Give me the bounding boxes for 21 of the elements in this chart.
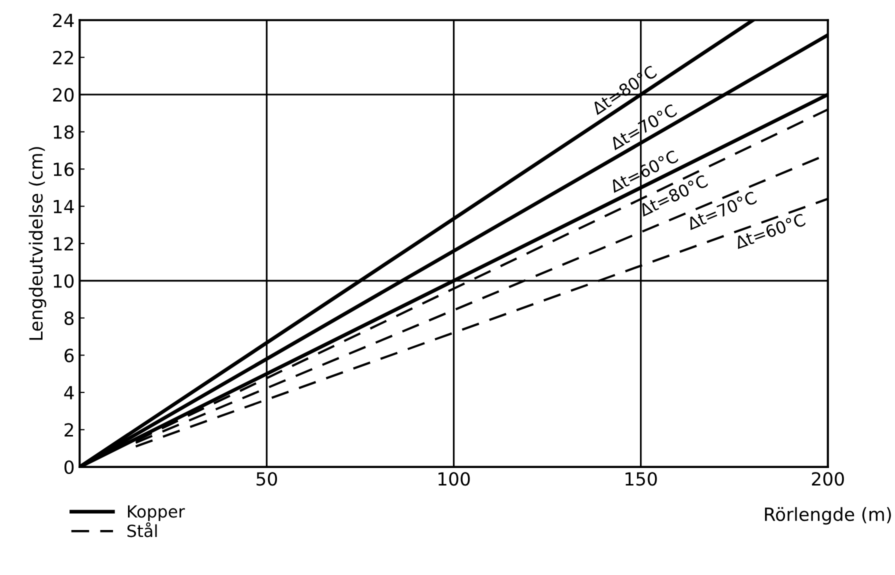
x-axis-title: Rörlengde (m) bbox=[765, 507, 891, 525]
y-tick-label: 4 bbox=[64, 386, 74, 400]
y-tick-label: 10 bbox=[54, 274, 74, 288]
y-tick-label: 24 bbox=[53, 14, 74, 27]
y-axis-title: Lengdeutvidelse (cm) bbox=[28, 147, 46, 340]
y-tick-label: 0 bbox=[64, 460, 74, 474]
x-tick-label: 150 bbox=[626, 472, 657, 486]
x-tick-label: 50 bbox=[256, 472, 277, 486]
y-tick-label: 12 bbox=[54, 236, 73, 250]
y-tick-label: 14 bbox=[54, 200, 74, 214]
y-tick-label: 16 bbox=[54, 162, 74, 176]
y-tick-label: 20 bbox=[53, 88, 74, 102]
y-tick-label: 2 bbox=[64, 423, 73, 437]
x-tick-label: 200 bbox=[812, 472, 844, 486]
y-tick-label: 22 bbox=[53, 50, 73, 64]
y-tick-label: 6 bbox=[64, 348, 74, 362]
legend-label: Stål bbox=[127, 522, 157, 538]
x-tick-label: 100 bbox=[438, 472, 470, 486]
y-tick-label: 18 bbox=[54, 125, 74, 139]
legend-label: Kopper bbox=[128, 505, 185, 521]
y-tick-label: 8 bbox=[64, 311, 74, 326]
